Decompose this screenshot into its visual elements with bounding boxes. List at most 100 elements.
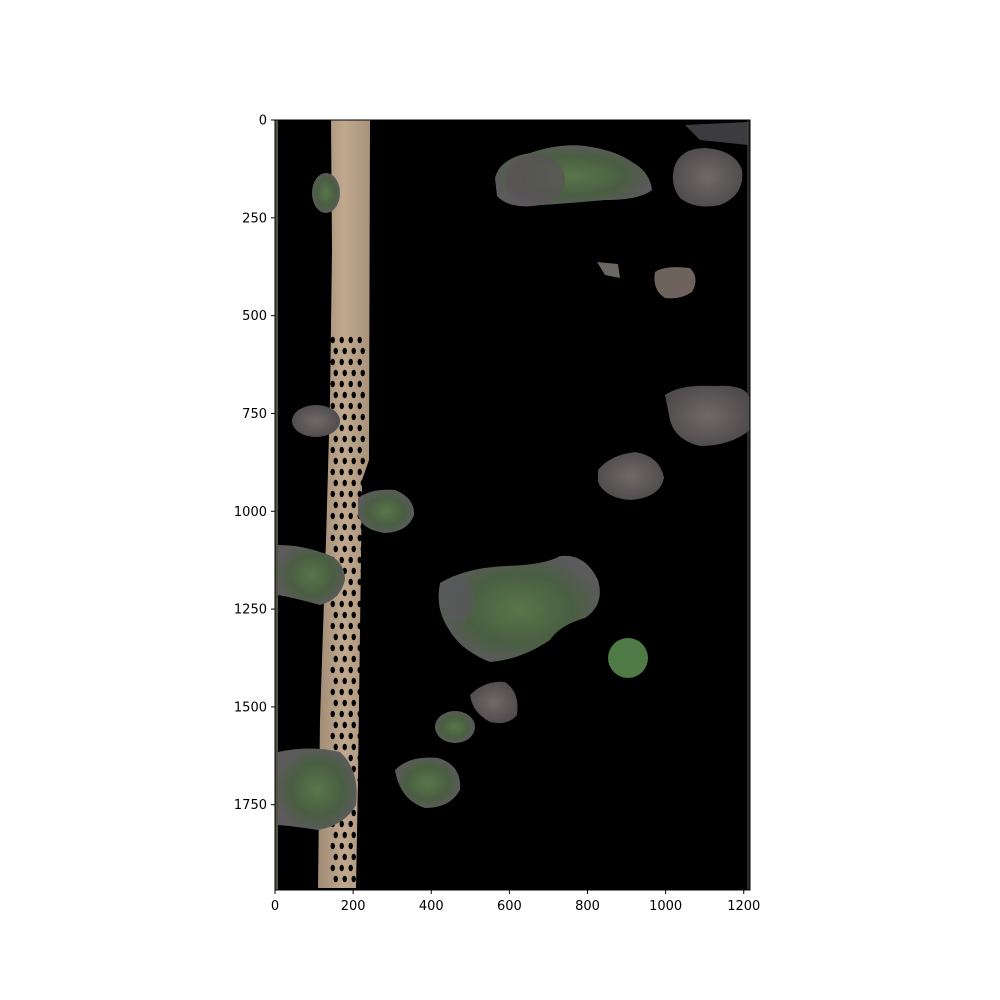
path-gap-dot <box>360 677 365 685</box>
path-gap-dot <box>348 512 353 520</box>
path-gap-dot <box>351 699 356 707</box>
path-gap-dot <box>330 644 335 652</box>
x-tick-label: 800 <box>575 899 600 914</box>
path-gap-dot <box>351 501 356 509</box>
path-gap-dot <box>330 490 335 498</box>
path-gap-dot <box>360 347 365 355</box>
path-gap-dot <box>360 853 365 861</box>
path-gap-dot <box>333 677 338 685</box>
path-gap-dot <box>348 622 353 630</box>
path-gap-dot <box>339 380 344 388</box>
path-gap-dot <box>339 556 344 564</box>
path-gap-dot <box>351 479 356 487</box>
path-gap-dot <box>360 699 365 707</box>
path-gap-dot <box>348 490 353 498</box>
vegetation-top-right-edge <box>685 122 748 145</box>
path-gap-dot <box>333 611 338 619</box>
path-gap-dot <box>351 633 356 641</box>
y-tick-label: 1250 <box>234 603 267 618</box>
path-gap-dot <box>360 589 365 597</box>
path-gap-dot <box>348 336 353 344</box>
path-gap-dot <box>333 479 338 487</box>
path-gap-dot <box>348 666 353 674</box>
path-gap-dot <box>360 765 365 773</box>
path-gap-dot <box>360 369 365 377</box>
path-gap-dot <box>339 446 344 454</box>
path-gap-dot <box>342 743 347 751</box>
path-gap-dot <box>333 721 338 729</box>
path-gap-dot <box>357 358 362 366</box>
tree-left-middle <box>292 405 340 437</box>
path-gap-dot <box>357 644 362 652</box>
tree-small-green <box>608 638 648 678</box>
path-gap-dot <box>357 534 362 542</box>
path-gap-dot <box>333 699 338 707</box>
path-gap-dot <box>360 721 365 729</box>
path-gap-dot <box>342 721 347 729</box>
path-gap-dot <box>351 721 356 729</box>
path-gap-dot <box>330 842 335 850</box>
path-gap-dot <box>360 787 365 795</box>
tree-lower-center <box>470 681 518 724</box>
path-gap-dot <box>333 545 338 553</box>
x-axis: 0 200 400 600 800 1000 1200 <box>271 890 760 914</box>
tree-cluster-large <box>438 555 600 662</box>
path-gap-dot <box>357 336 362 344</box>
path-gap-dot <box>360 523 365 531</box>
path-gap-dot <box>360 831 365 839</box>
path-gap-dot <box>348 732 353 740</box>
path-gap-dot <box>348 710 353 718</box>
y-tick-label: 250 <box>242 211 267 226</box>
path-gap-dot <box>348 358 353 366</box>
path-gap-dot <box>330 402 335 410</box>
path-gap-dot <box>360 457 365 465</box>
path-gap-dot <box>330 534 335 542</box>
path-gap-dot <box>351 545 356 553</box>
path-gap-dot <box>342 391 347 399</box>
path-gap-dot <box>339 666 344 674</box>
tree-cluster-top-shadow <box>505 155 565 205</box>
path-gap-dot <box>348 468 353 476</box>
path-gap-dot <box>357 776 362 784</box>
path-gap-dot <box>360 743 365 751</box>
y-tick-label: 500 <box>242 309 267 324</box>
path-gap-dot <box>351 435 356 443</box>
path-gap-dot <box>351 677 356 685</box>
path-gap-dot <box>351 743 356 751</box>
path-gap-dot <box>357 600 362 608</box>
x-tick-label: 1200 <box>727 899 760 914</box>
path-gap-dot <box>360 391 365 399</box>
path-gap-dot <box>357 842 362 850</box>
path-gap-dot <box>333 831 338 839</box>
y-tick-label: 1750 <box>234 798 267 813</box>
x-tick-label: 0 <box>271 899 279 914</box>
path-gap-dot <box>351 853 356 861</box>
path-gap-dot <box>339 600 344 608</box>
path-gap-dot <box>333 875 338 883</box>
x-tick-label: 400 <box>419 899 444 914</box>
left-edge-strip <box>275 120 278 890</box>
y-axis: 0 250 500 750 1000 1250 1500 1750 <box>234 114 275 813</box>
path-gap-dot <box>357 732 362 740</box>
path-gap-dot <box>330 600 335 608</box>
path-gap-dot <box>348 754 353 762</box>
path-gap-dot <box>360 435 365 443</box>
path-gap-dot <box>333 435 338 443</box>
path-gap-dot <box>360 567 365 575</box>
tree-lower-center-2 <box>435 711 475 743</box>
path-gap-dot <box>357 446 362 454</box>
shrub-speck <box>597 262 620 278</box>
tree-left-lower <box>278 545 345 605</box>
path-gap-dot <box>330 710 335 718</box>
path-gap-dot <box>339 424 344 432</box>
path-gap-dot <box>342 611 347 619</box>
path-gap-dot <box>342 853 347 861</box>
path-gap-dot <box>351 875 356 883</box>
path-gap-dot <box>330 468 335 476</box>
path-gap-dot <box>357 556 362 564</box>
path-gap-dot <box>342 655 347 663</box>
path-gap-dot <box>348 380 353 388</box>
masked-aerial-image <box>275 120 750 890</box>
path-gap-dot <box>360 655 365 663</box>
path-gap-dot <box>351 369 356 377</box>
